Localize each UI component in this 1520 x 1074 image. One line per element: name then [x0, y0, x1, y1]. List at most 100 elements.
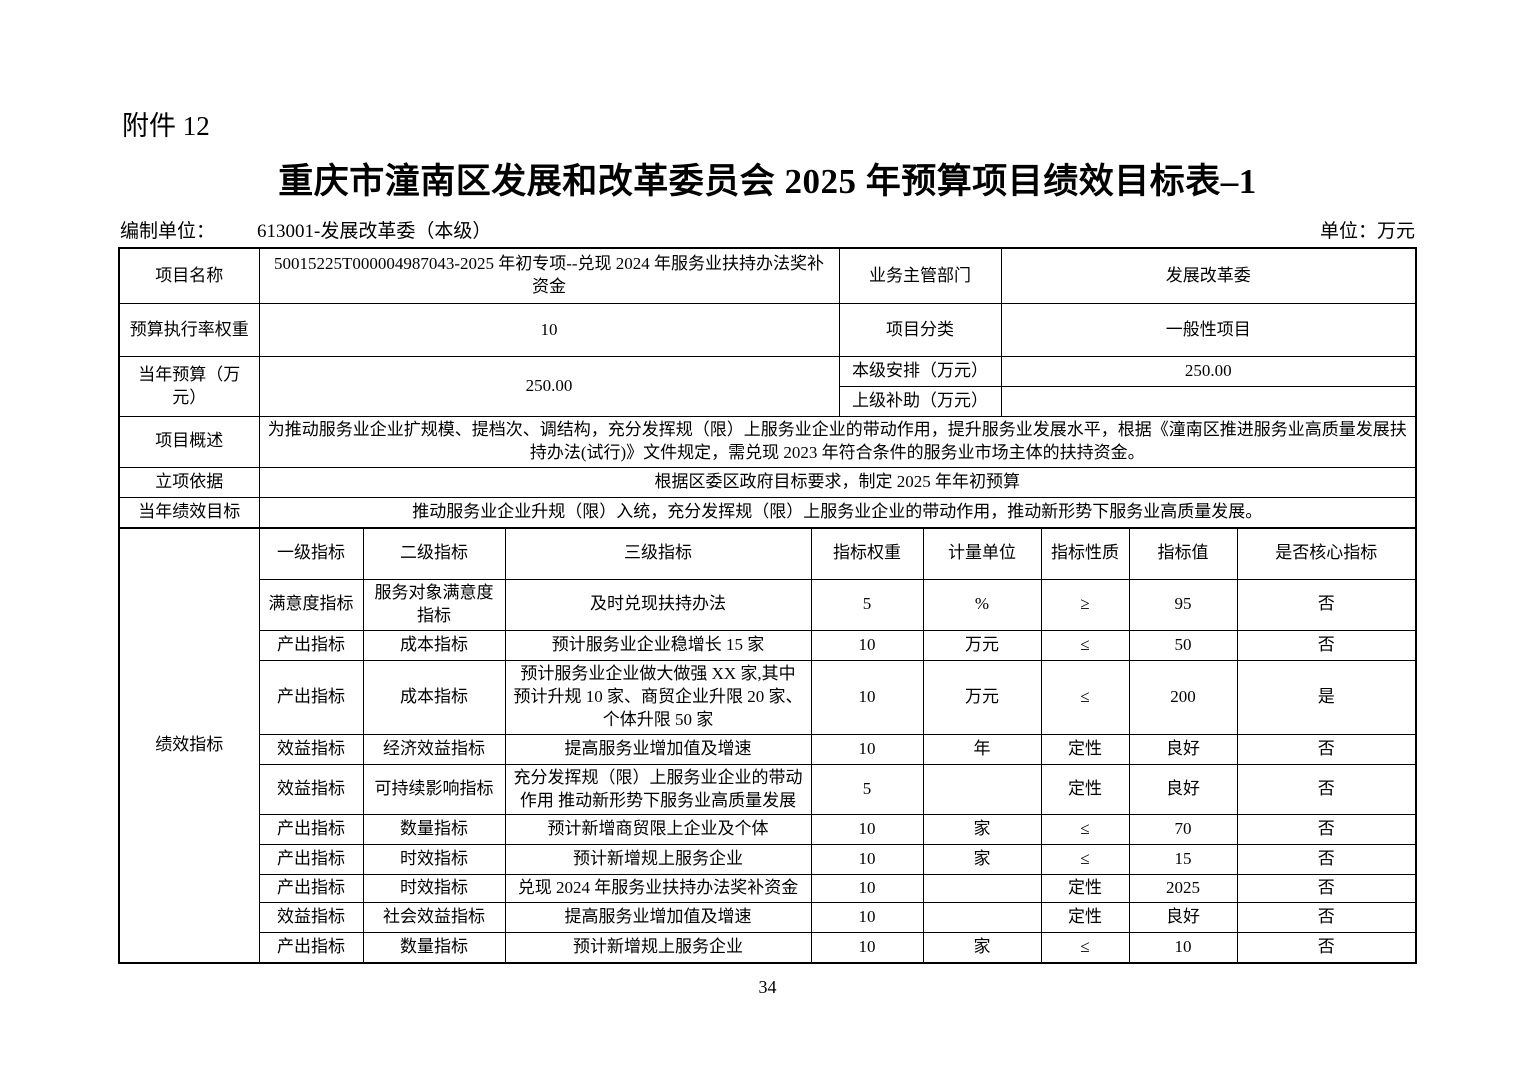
local-arrangement-value: 250.00 — [1000, 356, 1417, 387]
cell-level1: 效益指标 — [258, 763, 364, 816]
cell-nature: 定性 — [1040, 874, 1130, 904]
exec-rate-label: 预算执行率权重 — [118, 303, 260, 357]
overview-value: 为推动服务业企业扩规模、提档次、调结构，充分发挥规（限）上服务业企业的带动作用，… — [258, 416, 1417, 468]
table-row: 当年绩效目标 推动服务业企业升规（限）入统，充分发挥规（限）上服务业企业的带动作… — [118, 496, 1417, 529]
cell-nature: ≤ — [1040, 814, 1130, 846]
header-nature: 指标性质 — [1040, 527, 1130, 580]
cell-level1: 产出指标 — [258, 659, 364, 735]
cell-weight: 10 — [810, 659, 924, 735]
indicator-row: 产出指标 数量指标 预计新增商贸限上企业及个体 10 家 ≤ 70 否 — [119, 814, 1417, 846]
annual-goal-label: 当年绩效目标 — [118, 496, 260, 529]
cell-level2: 经济效益指标 — [362, 733, 506, 765]
cell-weight: 5 — [810, 763, 924, 816]
cell-weight: 10 — [810, 629, 924, 661]
cell-unit: 年 — [922, 733, 1042, 765]
dept-label: 业务主管部门 — [838, 247, 1002, 304]
cell-unit: 家 — [922, 932, 1042, 964]
cell-weight: 10 — [810, 814, 924, 846]
indicator-row: 效益指标 可持续影响指标 充分发挥规（限）上服务业企业的带动作用 推动新形势下服… — [119, 763, 1417, 816]
cell-level2: 时效指标 — [362, 874, 506, 904]
cell-value: 200 — [1128, 659, 1238, 735]
indicator-row: 产出指标 成本指标 预计服务业企业稳增长 15 家 10 万元 ≤ 50 否 — [119, 629, 1417, 661]
cell-unit — [922, 874, 1042, 904]
cell-nature: 定性 — [1040, 733, 1130, 765]
page-number: 34 — [758, 977, 777, 998]
annual-goal-value: 推动服务业企业升规（限）入统，充分发挥规（限）上服务业企业的带动作用，推动新形势… — [258, 496, 1417, 529]
prepared-by: 编制单位： 613001-发展改革委（本级） — [120, 216, 491, 243]
cell-level1: 效益指标 — [258, 902, 364, 934]
cell-nature: 定性 — [1040, 763, 1130, 816]
cell-core: 否 — [1236, 932, 1417, 964]
cell-value: 2025 — [1128, 874, 1238, 904]
indicator-row: 效益指标 经济效益指标 提高服务业增加值及增速 10 年 定性 良好 否 — [119, 733, 1417, 765]
cell-core: 否 — [1236, 874, 1417, 904]
indicator-row: 产出指标 时效指标 兑现 2024 年服务业扶持办法奖补资金 10 定性 202… — [119, 874, 1417, 904]
indicator-row: 产出指标 数量指标 预计新增规上服务企业 10 家 ≤ 10 否 — [119, 932, 1417, 964]
cell-core: 否 — [1236, 629, 1417, 661]
cell-level3: 提高服务业增加值及增速 — [504, 902, 812, 934]
cell-level2: 社会效益指标 — [362, 902, 506, 934]
cell-level3: 预计新增规上服务企业 — [504, 932, 812, 964]
cell-unit: 家 — [922, 814, 1042, 846]
basis-value: 根据区委区政府目标要求，制定 2025 年年初预算 — [258, 466, 1417, 498]
cell-unit — [922, 763, 1042, 816]
cell-value: 良好 — [1128, 902, 1238, 934]
indicator-header-row: 绩效指标 一级指标 二级指标 三级指标 指标权重 计量单位 指标性质 指标值 是… — [118, 527, 1417, 964]
cell-nature: ≤ — [1040, 932, 1130, 964]
cell-level1: 效益指标 — [258, 733, 364, 765]
cell-core: 否 — [1236, 578, 1417, 631]
indicator-row: 满意度指标 服务对象满意度指标 及时兑现扶持办法 5 % ≥ 95 否 — [119, 578, 1417, 631]
cell-level3: 兑现 2024 年服务业扶持办法奖补资金 — [504, 874, 812, 904]
cell-nature: ≥ — [1040, 578, 1130, 631]
header-core: 是否核心指标 — [1236, 527, 1417, 580]
indicator-table: 绩效指标 一级指标 二级指标 三级指标 指标权重 计量单位 指标性质 指标值 是… — [118, 526, 1417, 965]
cell-level3: 预计新增规上服务企业 — [504, 844, 812, 876]
cell-level2: 时效指标 — [362, 844, 506, 876]
cell-level3: 预计服务业企业做大做强 XX 家,其中预计升规 10 家、商贸企业升限 20 家… — [504, 659, 812, 735]
budget-label: 当年预算（万元） — [118, 356, 260, 417]
header-unit: 计量单位 — [922, 527, 1042, 580]
cell-core: 否 — [1236, 902, 1417, 934]
local-arrangement-label: 本级安排（万元） — [838, 356, 1002, 387]
performance-indicator-section-label: 绩效指标 — [118, 527, 260, 964]
category-value: 一般性项目 — [1000, 303, 1417, 357]
header-value: 指标值 — [1128, 527, 1238, 580]
prepared-by-label: 编制单位： — [120, 221, 216, 242]
cell-core: 否 — [1236, 733, 1417, 765]
cell-weight: 10 — [810, 932, 924, 964]
cell-level3: 充分发挥规（限）上服务业企业的带动作用 推动新形势下服务业高质量发展 — [504, 763, 812, 816]
prepared-by-value: 613001-发展改革委（本级） — [257, 221, 492, 242]
indicator-row: 效益指标 社会效益指标 提高服务业增加值及增速 10 定性 良好 否 — [119, 902, 1417, 934]
cell-value: 15 — [1128, 844, 1238, 876]
header-level3: 三级指标 — [504, 527, 812, 580]
attachment-label: 附件 12 — [122, 111, 210, 141]
header-level2: 二级指标 — [362, 527, 506, 580]
cell-level3: 提高服务业增加值及增速 — [504, 733, 812, 765]
budget-value: 250.00 — [258, 356, 840, 417]
indicator-row: 产出指标 成本指标 预计服务业企业做大做强 XX 家,其中预计升规 10 家、商… — [119, 659, 1417, 735]
cell-core: 否 — [1236, 763, 1417, 816]
cell-unit: 万元 — [922, 659, 1042, 735]
project-info-table: 项目名称 50015225T000004987043-2025 年初专项--兑现… — [118, 247, 1417, 529]
category-label: 项目分类 — [838, 303, 1002, 357]
cell-level2: 数量指标 — [362, 932, 506, 964]
cell-level1: 产出指标 — [258, 629, 364, 661]
basis-label: 立项依据 — [118, 466, 260, 498]
currency-note: 单位：万元 — [1319, 221, 1415, 242]
cell-level2: 成本指标 — [362, 629, 506, 661]
cell-value: 70 — [1128, 814, 1238, 846]
cell-level1: 产出指标 — [258, 814, 364, 846]
meta-row: 编制单位： 613001-发展改革委（本级） 单位：万元 — [120, 216, 1415, 243]
cell-weight: 10 — [810, 902, 924, 934]
table-row: 项目名称 50015225T000004987043-2025 年初专项--兑现… — [118, 247, 1417, 304]
cell-value: 95 — [1128, 578, 1238, 631]
cell-nature: 定性 — [1040, 902, 1130, 934]
cell-level2: 服务对象满意度指标 — [362, 578, 506, 631]
cell-nature: ≤ — [1040, 844, 1130, 876]
cell-value: 良好 — [1128, 763, 1238, 816]
project-name-value: 50015225T000004987043-2025 年初专项--兑现 2024… — [258, 247, 840, 304]
table-row: 当年预算（万元） 250.00 本级安排（万元） 250.00 — [118, 356, 1417, 417]
cell-level1: 产出指标 — [258, 844, 364, 876]
cell-weight: 10 — [810, 844, 924, 876]
